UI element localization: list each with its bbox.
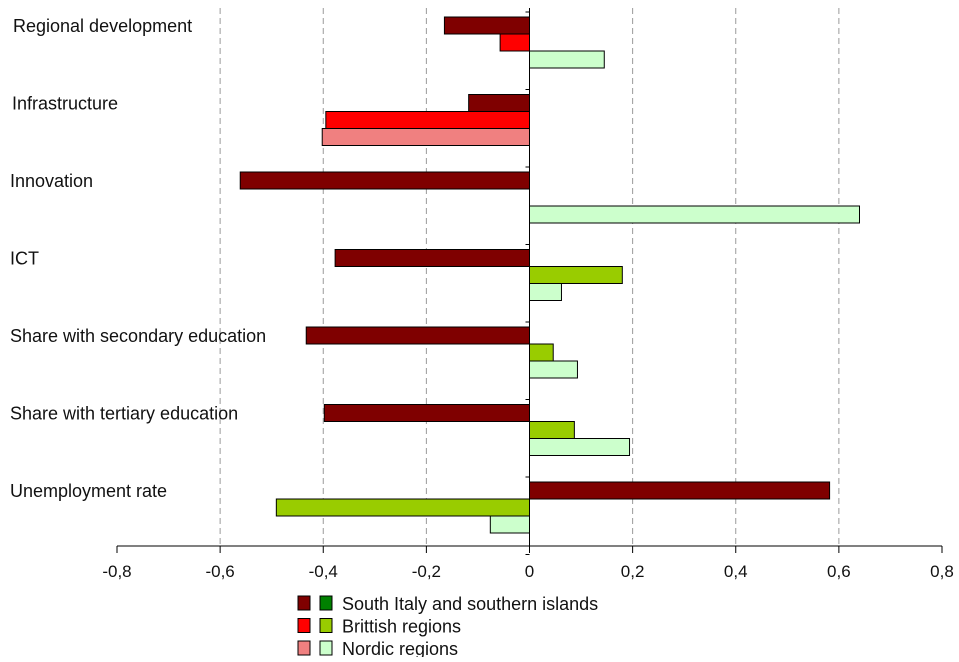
bar bbox=[529, 360, 578, 379]
bar bbox=[239, 171, 530, 190]
bar bbox=[499, 33, 530, 52]
bar bbox=[529, 343, 554, 362]
legend: South Italy and southern islands Brittish… bbox=[297, 594, 598, 659]
legend-label: South Italy and southern islands bbox=[342, 594, 598, 614]
bar bbox=[529, 50, 605, 69]
bar bbox=[529, 421, 575, 439]
bar bbox=[275, 498, 530, 517]
category-label: Regional development bbox=[13, 16, 192, 36]
x-tick-label: 0,4 bbox=[724, 562, 748, 581]
category-label: Unemployment rate bbox=[10, 481, 167, 501]
legend-swatch bbox=[319, 595, 333, 611]
x-tick-label: 0,8 bbox=[930, 562, 954, 581]
bar bbox=[443, 16, 530, 35]
bar bbox=[529, 266, 623, 284]
x-tick-label: -0,4 bbox=[309, 562, 338, 581]
category-label: Share with secondary education bbox=[10, 326, 266, 346]
legend-label: Brittish regions bbox=[342, 617, 461, 637]
bar bbox=[321, 128, 530, 146]
bar bbox=[529, 283, 562, 301]
x-tick-label: -0,6 bbox=[205, 562, 234, 581]
bar bbox=[489, 515, 530, 534]
legend-label: Nordic regions bbox=[342, 639, 458, 657]
bar bbox=[334, 249, 530, 267]
legend-swatch bbox=[319, 618, 333, 633]
legend-swatch bbox=[297, 595, 311, 611]
bars bbox=[239, 16, 860, 534]
category-label: Share with tertiary education bbox=[10, 404, 238, 424]
legend-swatch bbox=[319, 640, 333, 656]
bar bbox=[325, 111, 530, 129]
bar bbox=[529, 438, 631, 456]
category-label: Innovation bbox=[10, 171, 93, 191]
bar bbox=[529, 481, 831, 500]
legend-swatch bbox=[297, 618, 311, 633]
axes: -0,8 -0,6 -0,4 -0,2 0 0,2 0,4 0,6 0,8 bbox=[102, 8, 954, 581]
x-tick-label: -0,8 bbox=[102, 562, 131, 581]
category-label: ICT bbox=[10, 249, 39, 269]
x-tick-label: 0 bbox=[525, 562, 534, 581]
category-labels: Regional development Infrastructure Innova… bbox=[10, 16, 266, 501]
bar bbox=[529, 205, 860, 224]
bar bbox=[305, 326, 530, 345]
bar bbox=[468, 94, 530, 112]
bar bbox=[323, 404, 530, 422]
category-label: Infrastructure bbox=[12, 94, 118, 114]
x-tick-label: 0,6 bbox=[827, 562, 851, 581]
x-tick-label: 0,2 bbox=[621, 562, 645, 581]
x-tick-label: -0,2 bbox=[412, 562, 441, 581]
legend-swatch bbox=[297, 640, 311, 656]
